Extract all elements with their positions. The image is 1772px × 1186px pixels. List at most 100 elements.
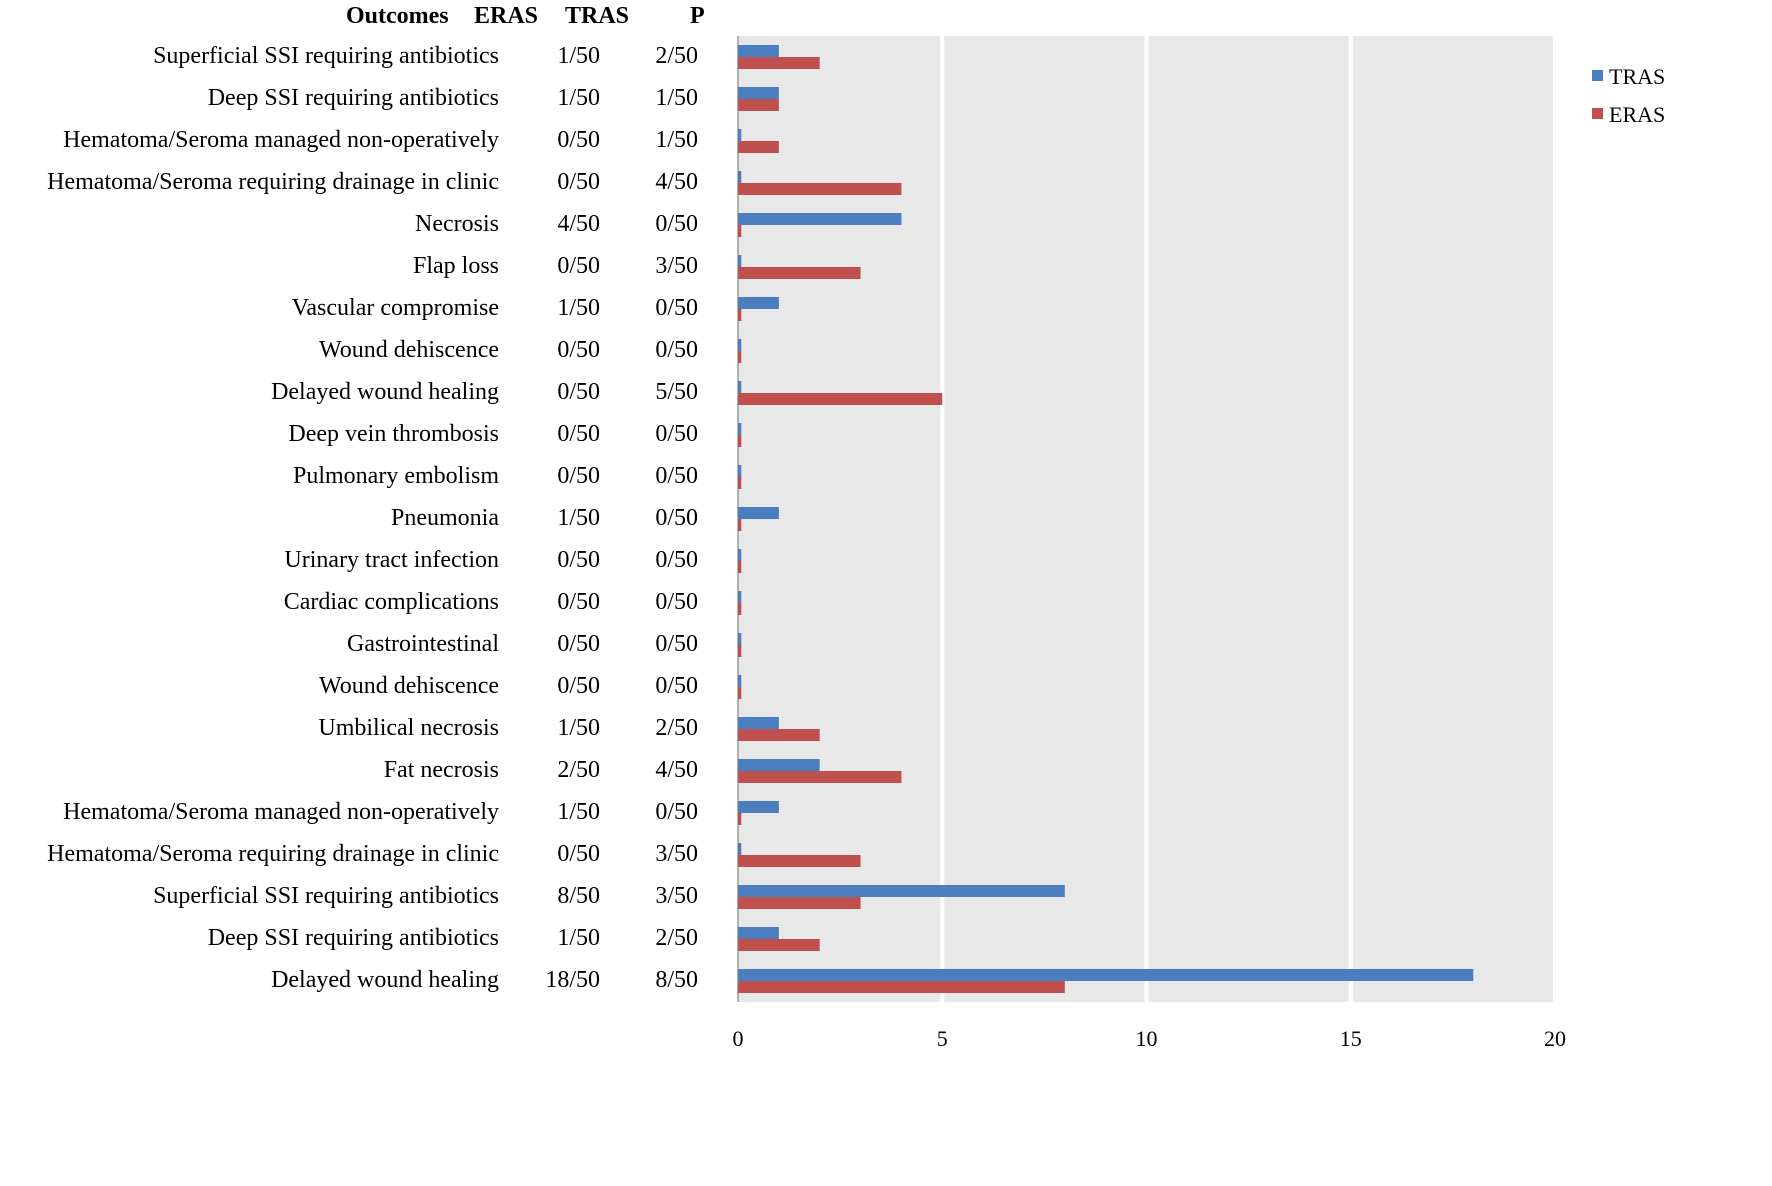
eras-bar — [738, 99, 779, 111]
tras-bar — [738, 591, 742, 603]
tras-bar — [738, 171, 742, 183]
eras-value: 1/50 — [557, 715, 600, 741]
eras-bar — [738, 897, 861, 909]
tras-value: 2/50 — [655, 715, 698, 741]
tras-bar — [738, 843, 742, 855]
outcome-label: Necrosis — [415, 211, 499, 237]
tras-bar — [738, 507, 779, 519]
tras-value: 0/50 — [655, 799, 698, 825]
outcome-label: Gastrointestinal — [347, 631, 499, 657]
eras-value: 18/50 — [545, 967, 600, 993]
eras-bar — [738, 183, 902, 195]
tras-value: 4/50 — [655, 757, 698, 783]
table-row: Deep SSI requiring antibiotics1/501/501.… — [0, 78, 820, 118]
header-eras: ERAS — [474, 3, 539, 29]
eras-value: 0/50 — [557, 631, 600, 657]
eras-bar — [738, 729, 820, 741]
eras-bar — [738, 645, 742, 657]
tras-value: 0/50 — [655, 673, 698, 699]
outcome-label: Flap loss — [412, 253, 499, 279]
eras-bar — [738, 225, 742, 237]
tras-value: 0/50 — [655, 211, 698, 237]
header-outcomes: Outcomes — [346, 3, 449, 29]
outcome-label: Wound dehiscence — [319, 673, 499, 699]
tras-value: 5/50 — [655, 379, 698, 405]
tras-legend-swatch — [1592, 70, 1603, 81]
eras-bar — [738, 603, 742, 615]
header-p: P — [690, 3, 705, 29]
outcome-label: Delayed wound healing — [271, 379, 499, 405]
eras-bar — [738, 771, 902, 783]
eras-bar — [738, 981, 1065, 993]
outcome-label: Delayed wound healing — [271, 967, 499, 993]
eras-bar — [738, 687, 742, 699]
eras-legend-label: ERAS — [1609, 102, 1665, 127]
tras-value: 8/50 — [655, 967, 698, 993]
eras-value: 0/50 — [557, 841, 600, 867]
table-row: Hematoma/Seroma managed non-operatively 1… — [0, 792, 820, 832]
eras-value: 2/50 — [557, 757, 600, 783]
eras-bar — [738, 393, 943, 405]
tras-bar — [738, 339, 742, 351]
tras-bar — [738, 675, 742, 687]
eras-value: 0/50 — [557, 127, 600, 153]
eras-value: 0/50 — [557, 589, 600, 615]
outcome-label: Deep SSI requiring antibiotics — [207, 85, 499, 111]
eras-value: 0/50 — [557, 253, 600, 279]
outcome-label: Deep vein thrombosis — [288, 421, 499, 447]
x-tick-label: 10 — [1136, 1026, 1158, 1051]
eras-value: 4/50 — [557, 211, 600, 237]
tras-legend-label: TRAS — [1609, 64, 1665, 89]
tras-value: 3/50 — [655, 841, 698, 867]
outcome-label: Hematoma/Seroma managed non-operatively — [63, 127, 499, 153]
tras-value: 0/50 — [655, 421, 698, 447]
outcome-label: Hematoma/Seroma requiring drainage in cl… — [47, 841, 499, 867]
eras-legend-swatch — [1592, 108, 1603, 119]
tras-bar — [738, 297, 779, 309]
eras-value: 1/50 — [557, 295, 600, 321]
tras-bar — [738, 717, 779, 729]
outcome-label: Pneumonia — [391, 505, 499, 531]
tras-value: 1/50 — [655, 127, 698, 153]
tras-bar — [738, 87, 779, 99]
outcome-label: Wound dehiscence — [319, 337, 499, 363]
tras-bar — [738, 213, 902, 225]
outcome-label: Deep SSI requiring antibiotics — [207, 925, 499, 951]
outcome-label: Urinary tract infection — [284, 547, 499, 573]
eras-value: 0/50 — [557, 463, 600, 489]
tras-bar — [738, 549, 742, 561]
eras-value: 0/50 — [557, 421, 600, 447]
eras-value: 8/50 — [557, 883, 600, 909]
tras-bar — [738, 129, 742, 141]
x-tick-label: 20 — [1544, 1026, 1566, 1051]
tras-bar — [738, 45, 779, 57]
eras-value: 1/50 — [557, 43, 600, 69]
tras-value: 0/50 — [655, 631, 698, 657]
tras-value: 1/50 — [655, 85, 698, 111]
outcome-label: Hematoma/Seroma requiring drainage in cl… — [47, 169, 499, 195]
eras-bar — [738, 435, 742, 447]
tras-bar — [738, 465, 742, 477]
tras-value: 2/50 — [655, 925, 698, 951]
tras-value: 0/50 — [655, 463, 698, 489]
eras-bar — [738, 561, 742, 573]
tras-bar — [738, 969, 1474, 981]
eras-value: 1/50 — [557, 505, 600, 531]
eras-value: 0/50 — [557, 379, 600, 405]
tras-value: 4/50 — [655, 169, 698, 195]
tras-bar — [738, 381, 742, 393]
tras-bar — [738, 759, 820, 771]
tras-bar — [738, 423, 742, 435]
tras-value: 0/50 — [655, 295, 698, 321]
eras-value: 1/50 — [557, 799, 600, 825]
eras-value: 0/50 — [557, 547, 600, 573]
eras-bar — [738, 519, 742, 531]
eras-value: 0/50 — [557, 673, 600, 699]
eras-value: 0/50 — [557, 169, 600, 195]
x-tick-label: 5 — [937, 1026, 948, 1051]
eras-bar — [738, 477, 742, 489]
eras-value: 1/50 — [557, 925, 600, 951]
tras-value: 0/50 — [655, 337, 698, 363]
